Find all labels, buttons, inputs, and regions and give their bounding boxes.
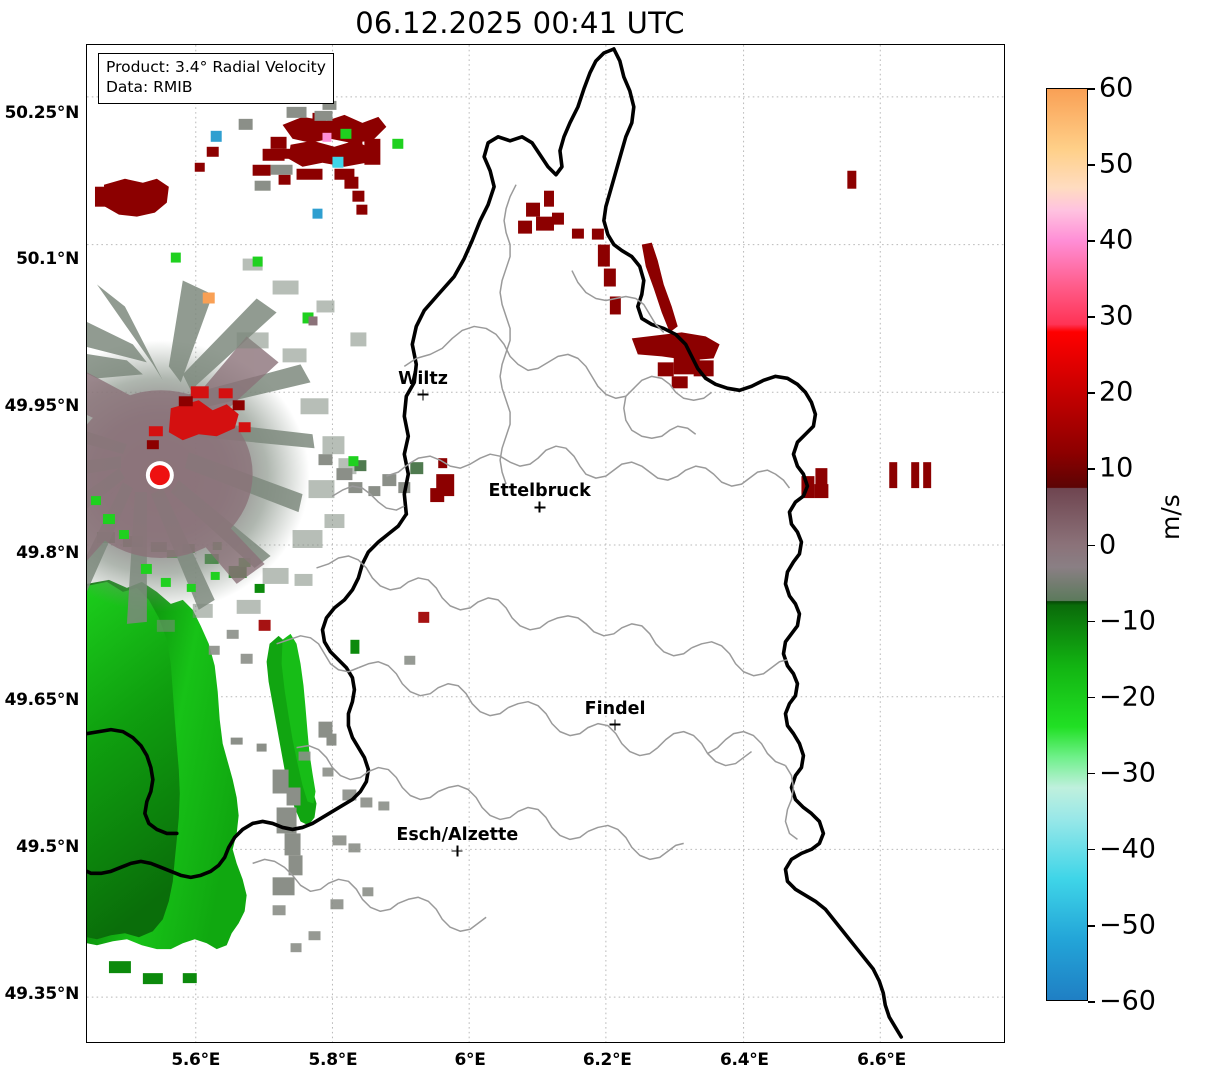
colorbar-tick-mark — [1088, 620, 1095, 623]
colorbar-tick-label: −60 — [1099, 985, 1156, 1017]
colorbar-tick-mark — [1088, 772, 1095, 775]
colorbar-tick-label: 10 — [1099, 452, 1134, 484]
colorbar-tick-mark — [1088, 468, 1095, 470]
colorbar-tick-mark — [1088, 696, 1095, 699]
city-label-wiltz: Wiltz — [398, 368, 448, 389]
y-axis-ticks: 50.25°N 50.1°N 49.95°N 49.8°N 49.65°N 49.5°N 4… — [0, 0, 80, 1081]
y-axis-tick-label: 49.8°N — [16, 543, 79, 564]
colorbar-tick-label: −40 — [1099, 833, 1156, 865]
radar-clutter-speckle — [208, 629, 416, 953]
city-label-findel: Findel — [584, 698, 646, 719]
national-border — [87, 47, 904, 1039]
colorbar-tick-mark — [1088, 544, 1095, 547]
colorbar-tick-label: −20 — [1099, 681, 1156, 713]
page-title: 06.12.2025 00:41 UTC — [355, 6, 685, 40]
colorbar-tick-label: 60 — [1099, 72, 1134, 104]
y-axis-tick-label: 49.5°N — [16, 837, 79, 858]
product-label: Product: 3.4° Radial Velocity — [106, 58, 326, 76]
colorbar-tick-label: 50 — [1099, 148, 1134, 180]
colorbar-tick-mark — [1088, 316, 1095, 318]
x-axis-tick-label: 6°E — [454, 1050, 486, 1070]
colorbar-tick-mark — [1088, 392, 1095, 394]
city-marker-icon — [609, 719, 621, 731]
city-marker-icon — [417, 389, 429, 401]
x-axis-tick-label: 6.2°E — [582, 1050, 632, 1070]
y-axis-tick-label: 50.25°N — [4, 102, 80, 123]
radar-echo-north-grey — [238, 100, 337, 191]
colorbar-tick-mark — [1088, 164, 1095, 166]
colorbar-tick-mark — [1088, 924, 1095, 927]
map-plot-area[interactable]: Product: 3.4° Radial Velocity Data: RMIB… — [86, 44, 1005, 1043]
data-source-label: Data: RMIB — [106, 77, 193, 96]
colorbar-tick-label: 20 — [1099, 376, 1134, 408]
y-axis-tick-label: 50.1°N — [16, 249, 79, 270]
radar-echo-green-region — [87, 532, 360, 985]
colorbar-tick-label: 30 — [1099, 300, 1134, 332]
product-info-box: Product: 3.4° Radial Velocity Data: RMIB — [98, 53, 334, 104]
x-axis-tick-label: 5.6°E — [171, 1050, 221, 1070]
colorbar-tick-mark — [1088, 1001, 1095, 1003]
y-axis-tick-label: 49.65°N — [4, 690, 80, 711]
city-label-esch-alzette: Esch/Alzette — [396, 825, 519, 846]
colorbar-tick-label: −30 — [1099, 757, 1156, 789]
colorbar-tick-label: −10 — [1099, 605, 1156, 637]
x-axis-tick-label: 5.8°E — [308, 1050, 358, 1070]
x-axis-tick-label: 6.4°E — [720, 1050, 769, 1070]
colorbar-tick-label: −50 — [1099, 909, 1156, 941]
colorbar-tick-mark — [1088, 240, 1095, 242]
radar-map-canvas — [87, 45, 1004, 1042]
colorbar-tick-label: 40 — [1099, 224, 1134, 256]
colorbar-tick-label: 0 — [1099, 529, 1117, 560]
radar-site-marker — [149, 465, 170, 486]
x-axis-tick-label: 6.6°E — [857, 1050, 906, 1070]
colorbar-unit-label: m/s — [1156, 494, 1185, 540]
colorbar-tick-mark — [1088, 88, 1095, 90]
colorbar-tick-mark — [1088, 848, 1095, 851]
radar-echo-east-cells — [801, 462, 932, 499]
y-axis-tick-label: 49.35°N — [4, 984, 80, 1005]
city-marker-icon — [451, 845, 463, 857]
colorbar — [1046, 88, 1088, 1001]
internal-borders — [252, 184, 798, 932]
colorbar-gradient — [1047, 89, 1087, 1000]
radar-echo-north-cells — [94, 112, 387, 217]
city-label-ettelbruck: Ettelbruck — [488, 481, 591, 502]
city-marker-icon — [534, 501, 546, 513]
radar-site-clutter — [87, 258, 367, 632]
radar-echo-north-specks — [170, 128, 404, 326]
radar-echo-northeast-line — [518, 170, 857, 389]
y-axis-tick-label: 49.95°N — [4, 396, 80, 417]
